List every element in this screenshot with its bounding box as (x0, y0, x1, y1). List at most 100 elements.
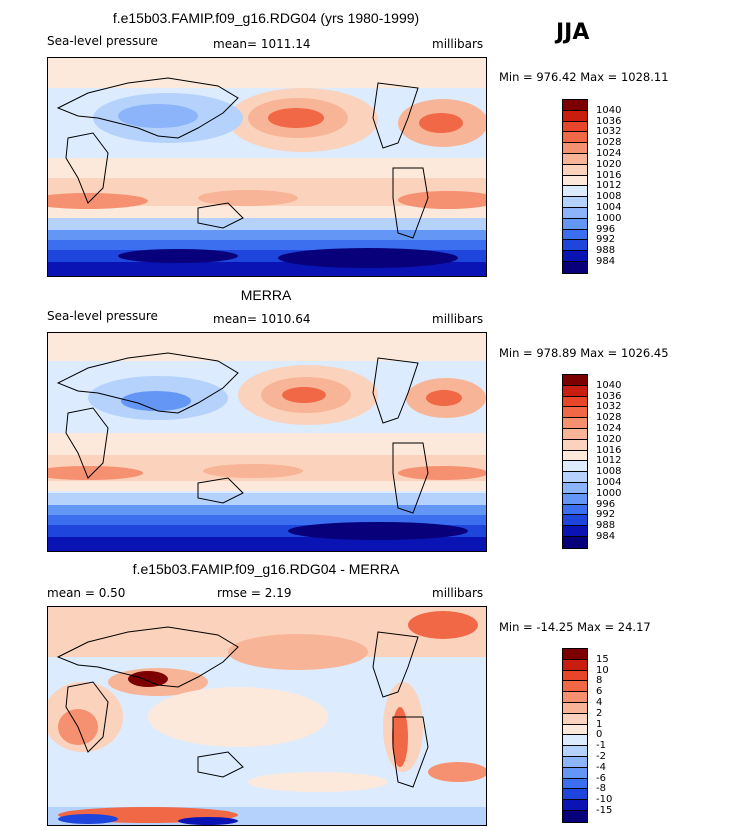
panel2-map (47, 332, 487, 552)
colorbar-segment (563, 746, 587, 757)
colorbar-segment (563, 515, 587, 527)
colorbar-segment (563, 810, 587, 822)
colorbar-tick-label: 1004 (596, 202, 622, 213)
colorbar-segment (563, 526, 587, 537)
colorbar-tick-label: 1004 (596, 477, 622, 488)
colorbar-segment (563, 121, 587, 133)
colorbar-tick-label: -6 (596, 772, 606, 784)
colorbar-segment (563, 143, 587, 154)
colorbar-tick-label: 988 (596, 245, 616, 257)
colorbar-tick-label: 1028 (596, 412, 622, 424)
colorbar-tick-label: -2 (596, 751, 606, 762)
colorbar-segment (563, 439, 587, 451)
panel1-colorbar (562, 99, 588, 274)
colorbar-tick-label: 1020 (596, 158, 622, 170)
colorbar-tick-label: 1000 (596, 212, 622, 224)
colorbar-segment (563, 186, 587, 198)
colorbar-segment (563, 735, 587, 747)
panel1-title: f.e15b03.FAMIP.f09_g16.RDG04 (yrs 1980-1… (112, 10, 420, 26)
colorbar-tick-label: 1036 (596, 390, 622, 402)
colorbar-segment (563, 428, 587, 440)
panel2-minmax: Min = 978.89 Max = 1026.45 (499, 346, 669, 360)
colorbar-tick-label: 1028 (596, 137, 622, 149)
colorbar-tick-label: 1032 (596, 401, 622, 413)
colorbar-tick-label: -4 (596, 761, 606, 773)
colorbar-segment (563, 767, 587, 779)
colorbar-segment (563, 670, 587, 682)
colorbar-tick-label: 1016 (596, 444, 622, 456)
colorbar-segment (563, 251, 587, 262)
colorbar-tick-label: 1012 (596, 455, 622, 467)
colorbar-tick-label: 996 (596, 498, 616, 510)
colorbar-tick-label: 1020 (596, 433, 622, 445)
colorbar-segment (563, 396, 587, 408)
colorbar-tick-label: 984 (596, 531, 616, 542)
colorbar-tick-label: -10 (596, 794, 613, 806)
colorbar-segment (563, 207, 587, 219)
colorbar-tick-label: 1008 (596, 191, 622, 203)
colorbar-segment (563, 778, 587, 790)
colorbar-segment (563, 450, 587, 462)
panel3-rmse-label: rmse = 2.19 (217, 586, 292, 600)
colorbar-tick-label: 992 (596, 234, 616, 246)
colorbar-tick-label: 1036 (596, 115, 622, 127)
colorbar-segment (563, 713, 587, 725)
panel3-map (47, 606, 487, 826)
colorbar-segment (563, 132, 587, 144)
colorbar-segment (563, 504, 587, 516)
colorbar-segment (563, 197, 587, 208)
colorbar-segment (563, 153, 587, 165)
colorbar-segment (563, 110, 587, 122)
panel3-colorbar (562, 648, 588, 823)
colorbar-segment (563, 789, 587, 801)
panel3-minmax: Min = -14.25 Max = 24.17 (499, 620, 651, 634)
panel2-units-label: millibars (432, 312, 484, 326)
colorbar-tick-label: 8 (596, 675, 603, 687)
colorbar-segment (563, 482, 587, 494)
colorbar-segment (563, 375, 587, 386)
colorbar-tick-label: 996 (596, 223, 616, 235)
colorbar-segment (563, 461, 587, 473)
colorbar-tick-label: 984 (596, 256, 616, 267)
colorbar-tick-label: 4 (596, 697, 603, 708)
panel3-mean-label: mean = 0.50 (47, 586, 126, 600)
colorbar-tick-label: 992 (596, 509, 616, 521)
colorbar-segment (563, 536, 587, 548)
colorbar-tick-label: -15 (596, 805, 613, 816)
colorbar-tick-label: 1032 (596, 126, 622, 138)
colorbar-tick-label: 1000 (596, 487, 622, 499)
colorbar-tick-label: 10 (596, 664, 609, 676)
colorbar-segment (563, 100, 587, 111)
colorbar-tick-label: -8 (596, 783, 606, 795)
colorbar-tick-label: 1 (596, 718, 603, 730)
colorbar-segment (563, 756, 587, 768)
colorbar-tick-label: 1024 (596, 423, 622, 434)
panel2-title: MERRA (240, 287, 292, 303)
colorbar-tick-label: 6 (596, 686, 603, 698)
colorbar-segment (563, 472, 587, 483)
colorbar-segment (563, 493, 587, 505)
panel2-mean-label: mean= 1010.64 (213, 312, 311, 326)
colorbar-tick-label: 1012 (596, 180, 622, 192)
panel3-units-label: millibars (432, 586, 484, 600)
colorbar-segment (563, 407, 587, 419)
colorbar-segment (563, 385, 587, 397)
panel2-variable-label: Sea-level pressure (47, 309, 158, 323)
colorbar-segment (563, 261, 587, 273)
panel3-title: f.e15b03.FAMIP.f09_g16.RDG04 - MERRA (132, 561, 400, 577)
panel1-variable-label: Sea-level pressure (47, 34, 158, 48)
panel2-colorbar (562, 374, 588, 549)
panel1-units-label: millibars (432, 37, 484, 51)
colorbar-tick-label: 1008 (596, 466, 622, 478)
colorbar-segment (563, 692, 587, 703)
colorbar-tick-label: 988 (596, 520, 616, 532)
colorbar-segment (563, 800, 587, 811)
colorbar-segment (563, 649, 587, 660)
colorbar-tick-label: 15 (596, 653, 609, 665)
colorbar-segment (563, 659, 587, 671)
colorbar-segment (563, 229, 587, 241)
colorbar-tick-label: -1 (596, 740, 606, 752)
panel1-mean-label: mean= 1011.14 (213, 37, 311, 51)
colorbar-segment (563, 175, 587, 187)
colorbar-tick-label: 1040 (596, 104, 622, 116)
